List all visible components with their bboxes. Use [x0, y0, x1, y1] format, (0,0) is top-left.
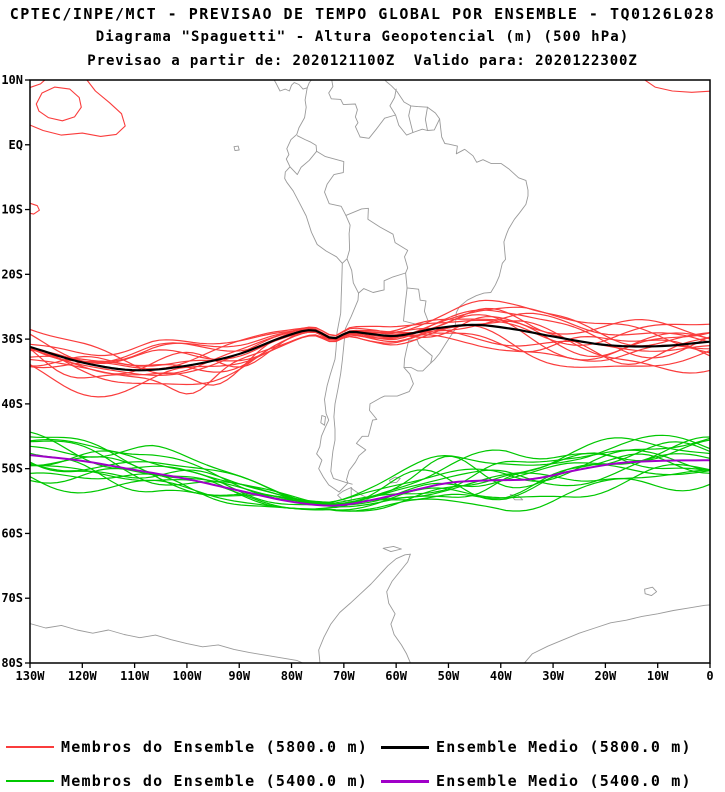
ensemble-member-line-5800 [30, 316, 710, 363]
ensemble-member-line-5400 [30, 463, 710, 511]
y-axis-label: 10S [1, 203, 23, 217]
page-title: CPTEC/INPE/MCT - PREVISAO DE TEMPO GLOBA… [9, 5, 716, 23]
legend-line-mean-5400-icon [381, 779, 429, 783]
y-axis-label: 20S [1, 267, 23, 281]
map-outline [273, 80, 308, 92]
ensemble-member-line-5400 [30, 440, 710, 504]
x-axis-label: 100W [172, 669, 202, 683]
ensemble-member-line-5400 [30, 453, 710, 505]
x-axis-label: 60W [385, 669, 407, 683]
tropical-contour [35, 86, 82, 122]
legend-label-mean-5800: Ensemble Medio (5800.0 m) [436, 738, 692, 756]
tropical-contour [30, 80, 126, 137]
map-outline [408, 105, 414, 133]
ensemble-member-line-5400 [30, 452, 710, 508]
tropical-contour [30, 202, 40, 215]
legend-label-members-5400: Membros do Ensemble (5400.0 m) [61, 772, 368, 790]
y-axis-label: 30S [1, 332, 23, 346]
x-axis-label: 80W [281, 669, 303, 683]
y-axis-label: 10N [1, 73, 23, 87]
ensemble-member-line-5400 [30, 431, 710, 506]
y-axis-label: 40S [1, 397, 23, 411]
map-outline [30, 623, 304, 663]
y-axis-label: EQ [9, 138, 23, 152]
tropical-contour [30, 80, 46, 89]
ensemble-mean-line-5800 [30, 323, 710, 372]
y-axis-label: 60S [1, 526, 23, 540]
map-outline [346, 258, 359, 294]
map-outline [359, 88, 397, 139]
x-axis-label: 30W [542, 669, 564, 683]
map-outline [405, 272, 429, 322]
legend-item-members-5800: Membros do Ensemble (5800.0 m) [6, 738, 368, 756]
x-axis-label: 0 [706, 669, 713, 683]
map-outline [644, 586, 658, 597]
legend-item-mean-5800: Ensemble Medio (5800.0 m) [381, 738, 692, 756]
x-axis-label: 90W [228, 669, 250, 683]
legend-item-mean-5400: Ensemble Medio (5400.0 m) [381, 772, 692, 790]
map-outline [289, 150, 318, 176]
map-outline [233, 145, 240, 152]
ensemble-member-line-5800 [30, 314, 710, 376]
x-axis-label: 10W [647, 669, 669, 683]
map-outline [320, 415, 326, 426]
ensemble-member-line-5800 [30, 299, 710, 357]
ensemble-member-line-5800 [30, 320, 710, 374]
legend-line-members-5400-icon [6, 780, 54, 782]
ensemble-member-line-5800 [30, 309, 710, 375]
x-axis-label: 120W [68, 669, 98, 683]
ensemble-member-line-5800 [30, 306, 710, 362]
legend-line-mean-5800-icon [381, 745, 429, 749]
map-outline [386, 553, 411, 663]
map-outline [328, 80, 361, 138]
map-outline [318, 553, 411, 663]
y-axis-label: 50S [1, 462, 23, 476]
map-outline [403, 287, 429, 325]
y-axis-label: 80S [1, 656, 23, 670]
y-axis-label: 70S [1, 591, 23, 605]
map-outline [316, 150, 347, 216]
map-outline [296, 135, 318, 152]
plot-area [30, 80, 710, 663]
x-axis-label: 70W [333, 669, 355, 683]
x-axis-label: 40W [490, 669, 512, 683]
plot-border [29, 79, 711, 664]
map-outline [284, 80, 529, 493]
ensemble-mean-line-5400 [30, 454, 710, 507]
map-outline [330, 292, 359, 485]
map-outline [382, 545, 402, 553]
ensemble-member-line-5400 [30, 469, 710, 512]
forecast-valid-times: Previsao a partir de: 2020121100Z Valido… [87, 53, 638, 69]
map-outline [345, 207, 409, 274]
map-outline [341, 214, 351, 264]
ensemble-member-line-5800 [30, 331, 710, 386]
map-outline [412, 118, 441, 133]
ensemble-member-line-5800 [30, 324, 710, 398]
x-axis-label: 130W [16, 669, 46, 683]
legend-item-members-5400: Membros do Ensemble (5400.0 m) [6, 772, 368, 790]
map-outline [424, 106, 428, 131]
x-axis-label: 20W [595, 669, 617, 683]
x-axis-label: 110W [120, 669, 150, 683]
tropical-contour [643, 80, 710, 93]
map-outline [395, 114, 414, 136]
chart-subtitle: Diagrama "Spaguetti" - Altura Geopotenci… [95, 29, 630, 45]
map-outline [523, 604, 710, 663]
legend-line-members-5800-icon [6, 746, 54, 748]
ensemble-member-line-5400 [30, 437, 710, 506]
map-outline [403, 339, 433, 369]
x-axis-label: 50W [438, 669, 460, 683]
legend-label-members-5800: Membros do Ensemble (5800.0 m) [61, 738, 368, 756]
map-outline [358, 272, 407, 294]
legend-label-mean-5400: Ensemble Medio (5400.0 m) [436, 772, 692, 790]
